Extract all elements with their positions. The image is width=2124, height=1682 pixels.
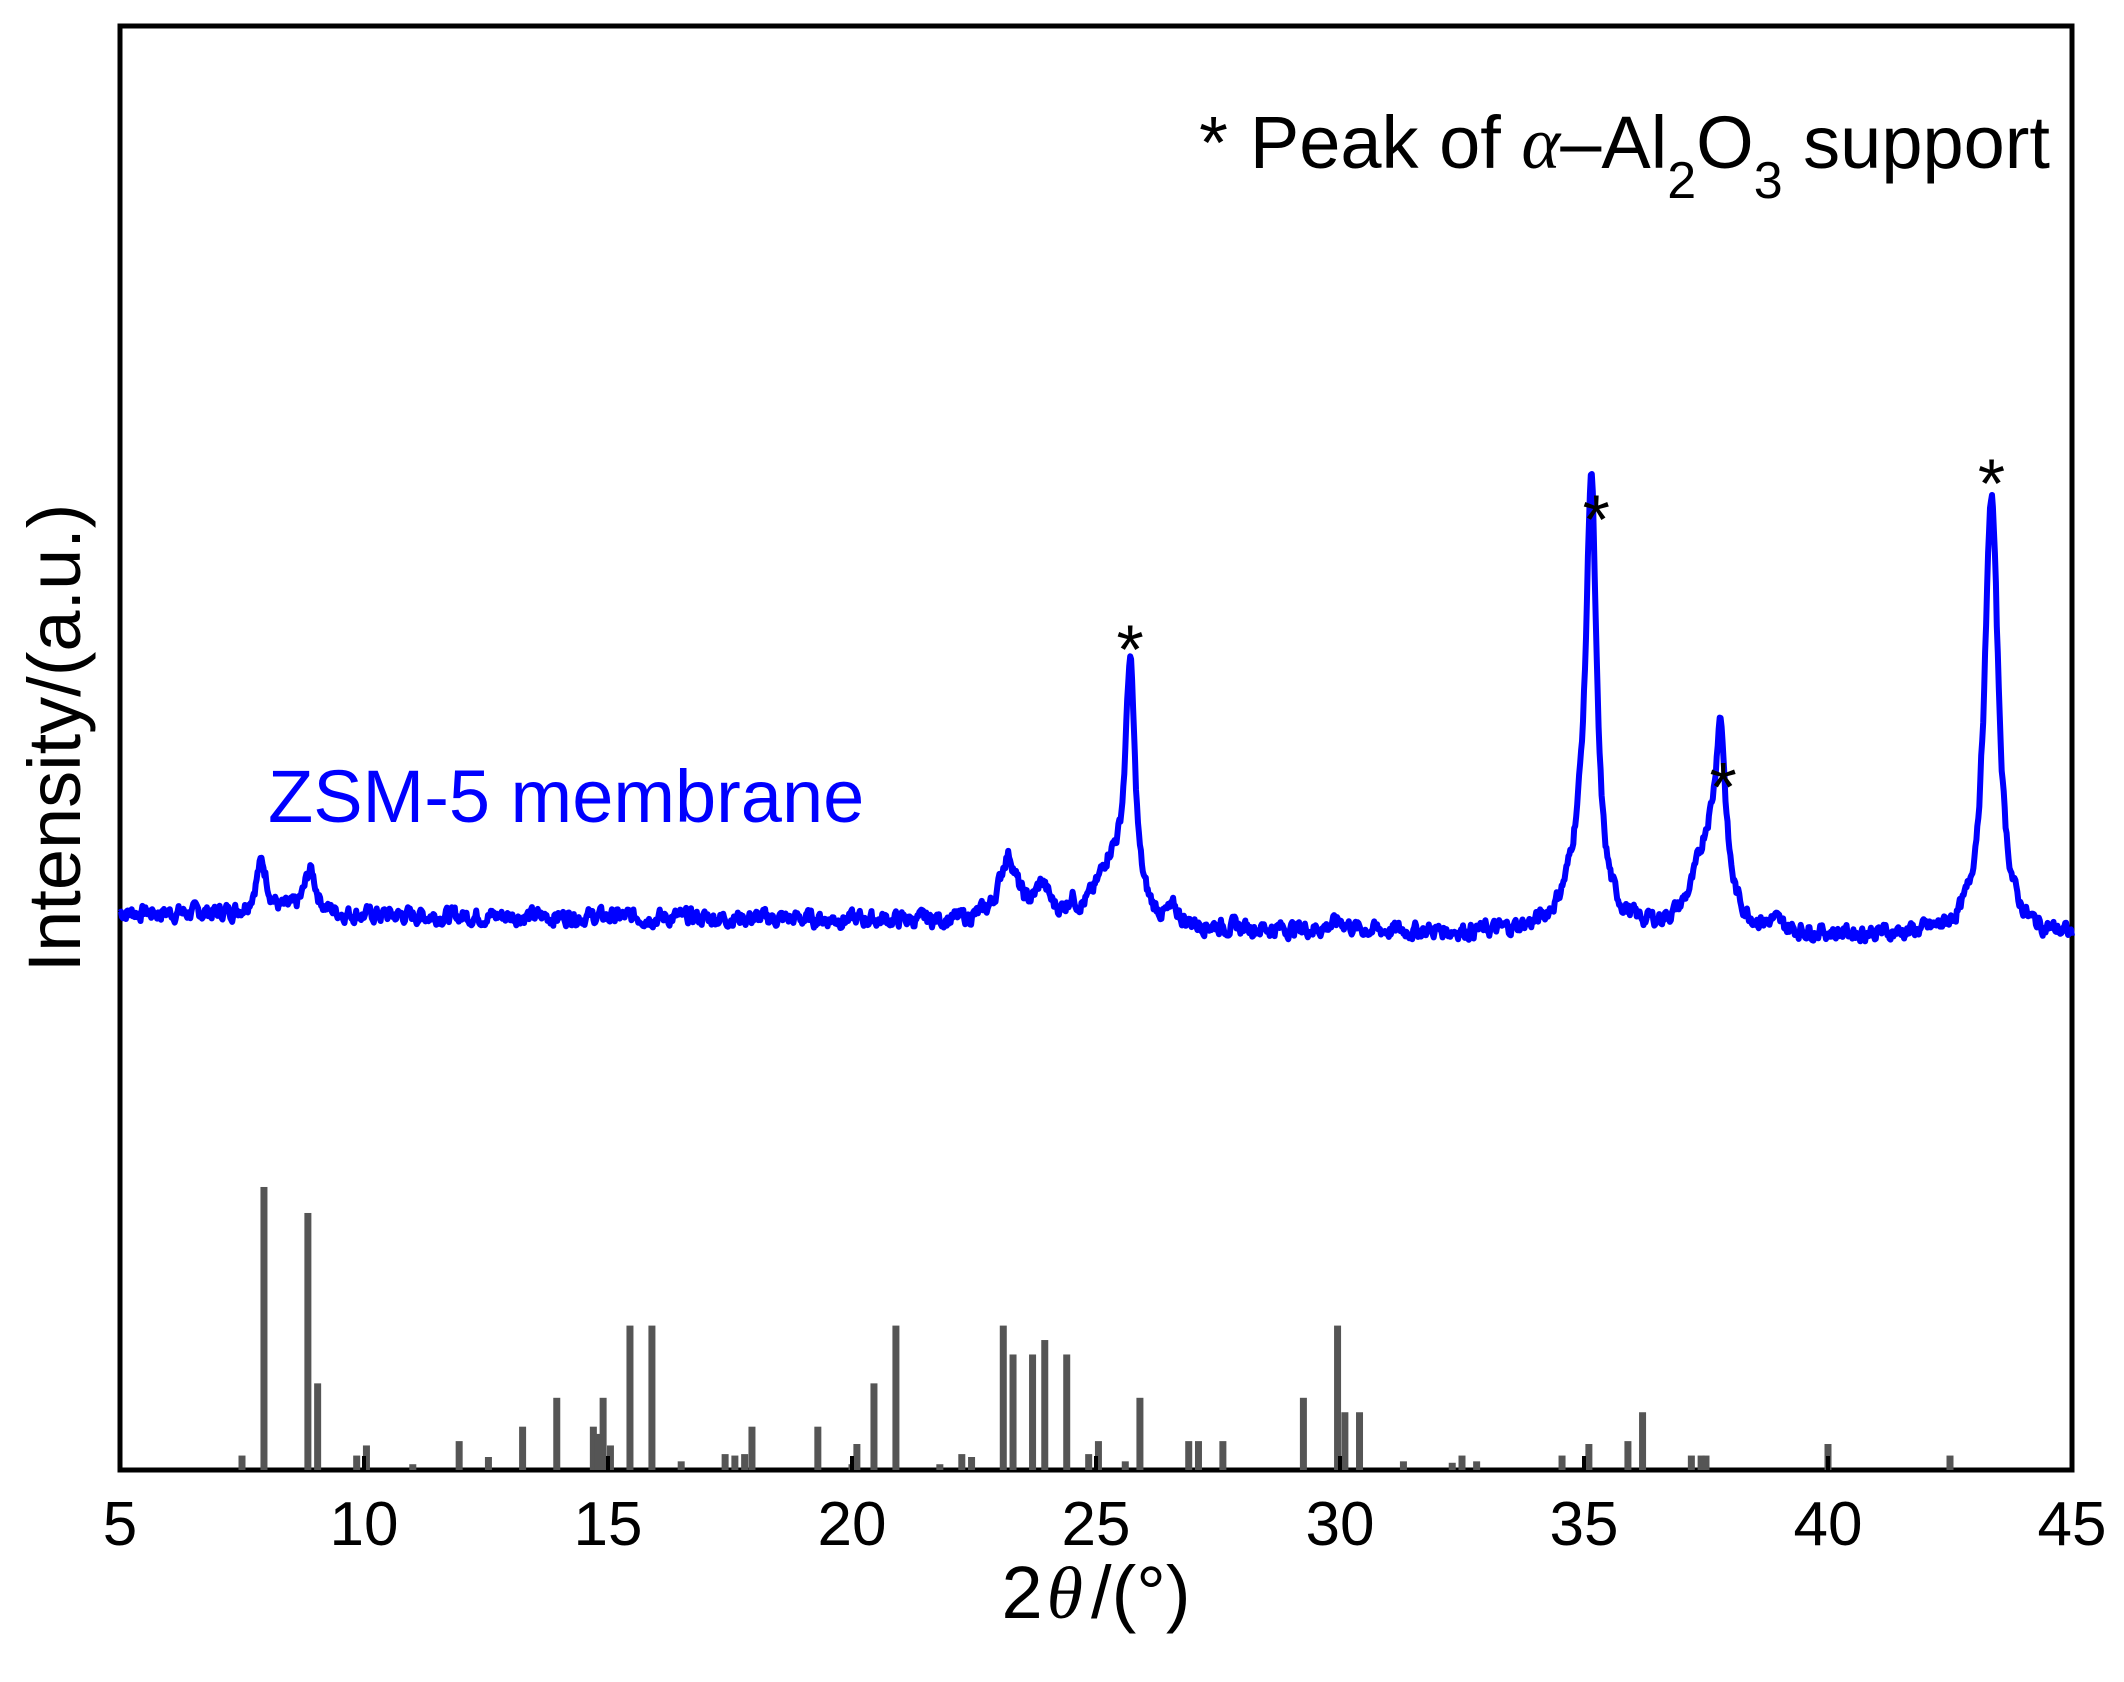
reference-line-37 [1121,1461,1129,1470]
reference-line-50 [1558,1455,1566,1470]
reference-line-49 [1473,1461,1481,1470]
reference-line-42 [1299,1397,1307,1470]
reference-line-11 [589,1426,597,1470]
reference-line-53 [1639,1412,1647,1470]
reference-line-51 [1585,1444,1593,1470]
x-label-unit: /(°) [1091,1551,1190,1634]
reference-line-34 [1063,1354,1071,1470]
reference-line-9 [519,1426,527,1470]
reference-line-45 [1356,1412,1364,1470]
alumina-peak-markers: * * * * [1117,445,2006,826]
reference-line-58 [1946,1455,1954,1470]
x-tick-label-5: 5 [103,1490,137,1559]
x-tick-label-15: 15 [574,1490,643,1559]
reference-line-6 [409,1464,417,1470]
series-label: ZSM-5 membrane [268,755,864,838]
reference-line-30 [999,1325,1007,1470]
x-tick-label-40: 40 [1794,1490,1863,1559]
reference-pattern [238,1186,1954,1470]
reference-line-39 [1185,1441,1193,1470]
reference-line-5 [362,1445,370,1470]
reference-line-31 [1009,1354,1017,1470]
reference-line-47 [1448,1462,1456,1470]
reference-line-17 [677,1461,685,1470]
x-tick-label-20: 20 [818,1490,887,1559]
x-tick-label-35: 35 [1550,1490,1619,1559]
reference-line-19 [731,1455,739,1470]
reference-line-8 [484,1457,492,1470]
legend-sub-1: 2 [1667,152,1696,210]
reference-line-0 [238,1455,246,1470]
reference-line-46 [1399,1461,1407,1470]
plot-area-frame [117,23,2075,1473]
reference-line-36 [1094,1441,1102,1470]
reference-line-35 [1085,1454,1093,1470]
x-label-prefix: 2 [1002,1551,1043,1634]
legend-sub-2: 3 [1754,152,1783,210]
x-tick-label-25: 25 [1062,1490,1131,1559]
reference-line-4 [353,1455,361,1470]
series-line-zsm5 [117,471,2075,945]
reference-line-20 [741,1454,749,1470]
reference-line-3 [314,1383,322,1470]
star-marker-0: * [1117,611,1144,689]
reference-line-40 [1194,1441,1202,1470]
x-tick-label-10: 10 [330,1490,399,1559]
reference-line-16 [648,1325,656,1470]
reference-line-15 [626,1325,634,1470]
reference-line-44 [1341,1412,1349,1470]
reference-line-18 [721,1454,729,1470]
reference-line-14 [606,1445,614,1470]
reference-line-54 [1687,1455,1695,1470]
legend-note: * Peak of α–Al2O3 support [1199,101,2050,210]
legend-star: * [1199,101,1228,184]
x-tick-label-30: 30 [1306,1490,1375,1559]
reference-line-12 [594,1433,602,1470]
reference-line-32 [1029,1354,1037,1470]
reference-line-48 [1458,1455,1466,1470]
star-marker-3: * [1978,445,2005,523]
reference-line-10 [553,1397,561,1470]
reference-line-2 [304,1212,312,1470]
reference-line-27 [936,1464,944,1470]
x-label-theta: θ [1047,1553,1083,1635]
x-axis-ticks: 5 10 15 20 25 30 35 40 45 [103,1456,2107,1559]
reference-line-24 [853,1444,861,1470]
reference-line-38 [1136,1397,1144,1470]
reference-line-56 [1702,1455,1710,1470]
reference-line-21 [748,1426,756,1470]
reference-line-55 [1697,1455,1705,1470]
reference-line-25 [870,1383,878,1470]
reference-line-29 [968,1457,976,1470]
reference-line-1 [260,1186,268,1470]
star-marker-2: * [1709,748,1736,826]
reference-line-33 [1041,1340,1049,1470]
reference-line-13 [599,1397,607,1470]
legend-alpha: α [1521,103,1562,185]
x-tick-label-45: 45 [2038,1490,2107,1559]
x-axis-label: 2θ/(°) [1002,1551,1191,1635]
reference-line-26 [892,1325,900,1470]
reference-line-41 [1219,1441,1227,1470]
star-marker-1: * [1583,481,1610,559]
reference-line-22 [814,1426,822,1470]
legend-text-4: support [1783,101,2051,184]
reference-line-43 [1334,1325,1342,1470]
legend-text-1: Peak of [1250,101,1522,184]
y-axis-label: Intensity/(a.u.) [13,504,96,973]
reference-line-52 [1624,1441,1632,1470]
reference-line-28 [958,1454,966,1470]
reference-line-7 [455,1441,463,1470]
legend-text-2: –Al [1560,101,1667,184]
legend-text-3: O [1696,101,1754,184]
